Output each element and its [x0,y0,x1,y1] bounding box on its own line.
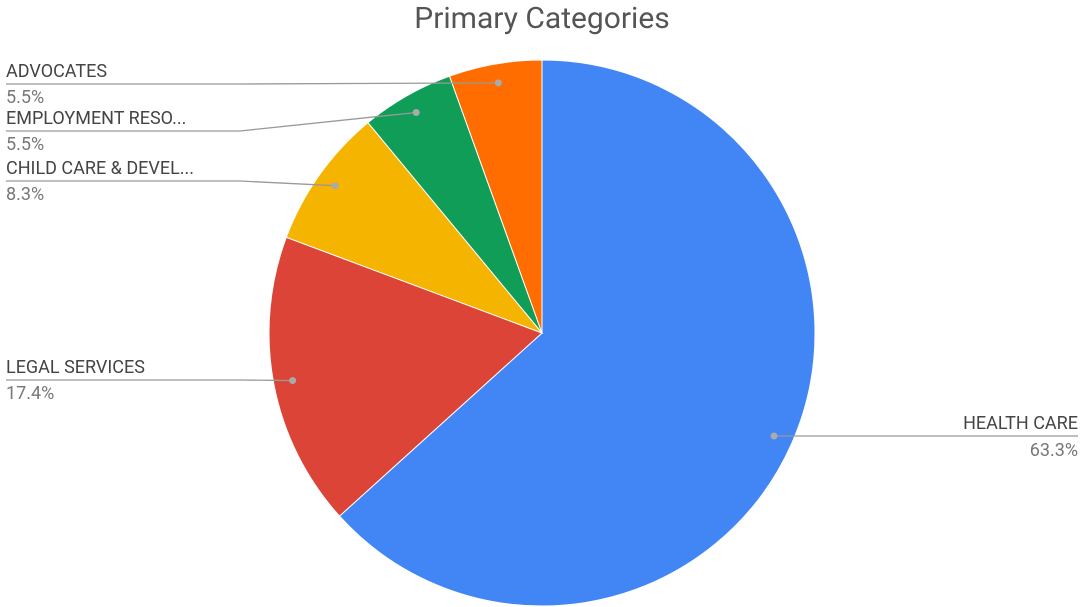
slice-value-label: 17.4% [6,383,54,404]
slice-label: HEALTH CARE [963,413,1078,434]
leader-dot [331,182,339,190]
slice-value-label: 8.3% [6,184,44,205]
pie-slice [338,59,816,607]
slice-value-label: 5.5% [6,87,44,108]
leader-line [6,379,293,382]
slice-value-label: 5.5% [6,134,44,155]
slice-label: LEGAL SERVICES [6,357,145,378]
leader-line [6,180,336,187]
leader-line [6,82,499,85]
leader-dot [412,108,420,116]
slice-label: EMPLOYMENT RESO... [6,108,186,129]
pie-slice [268,236,543,517]
leader-line [6,111,417,132]
leader-dot [289,377,297,385]
slice-label: CHILD CARE & DEVEL... [6,158,194,179]
pie-slice [285,121,544,335]
slice-value-label: 63.3% [1030,440,1078,461]
slice-label: ADVOCATES [6,61,107,82]
pie-slice [448,59,543,334]
chart-title: Primary Categories [414,1,669,36]
leader-dot [770,432,778,440]
leader-dot [494,79,502,87]
